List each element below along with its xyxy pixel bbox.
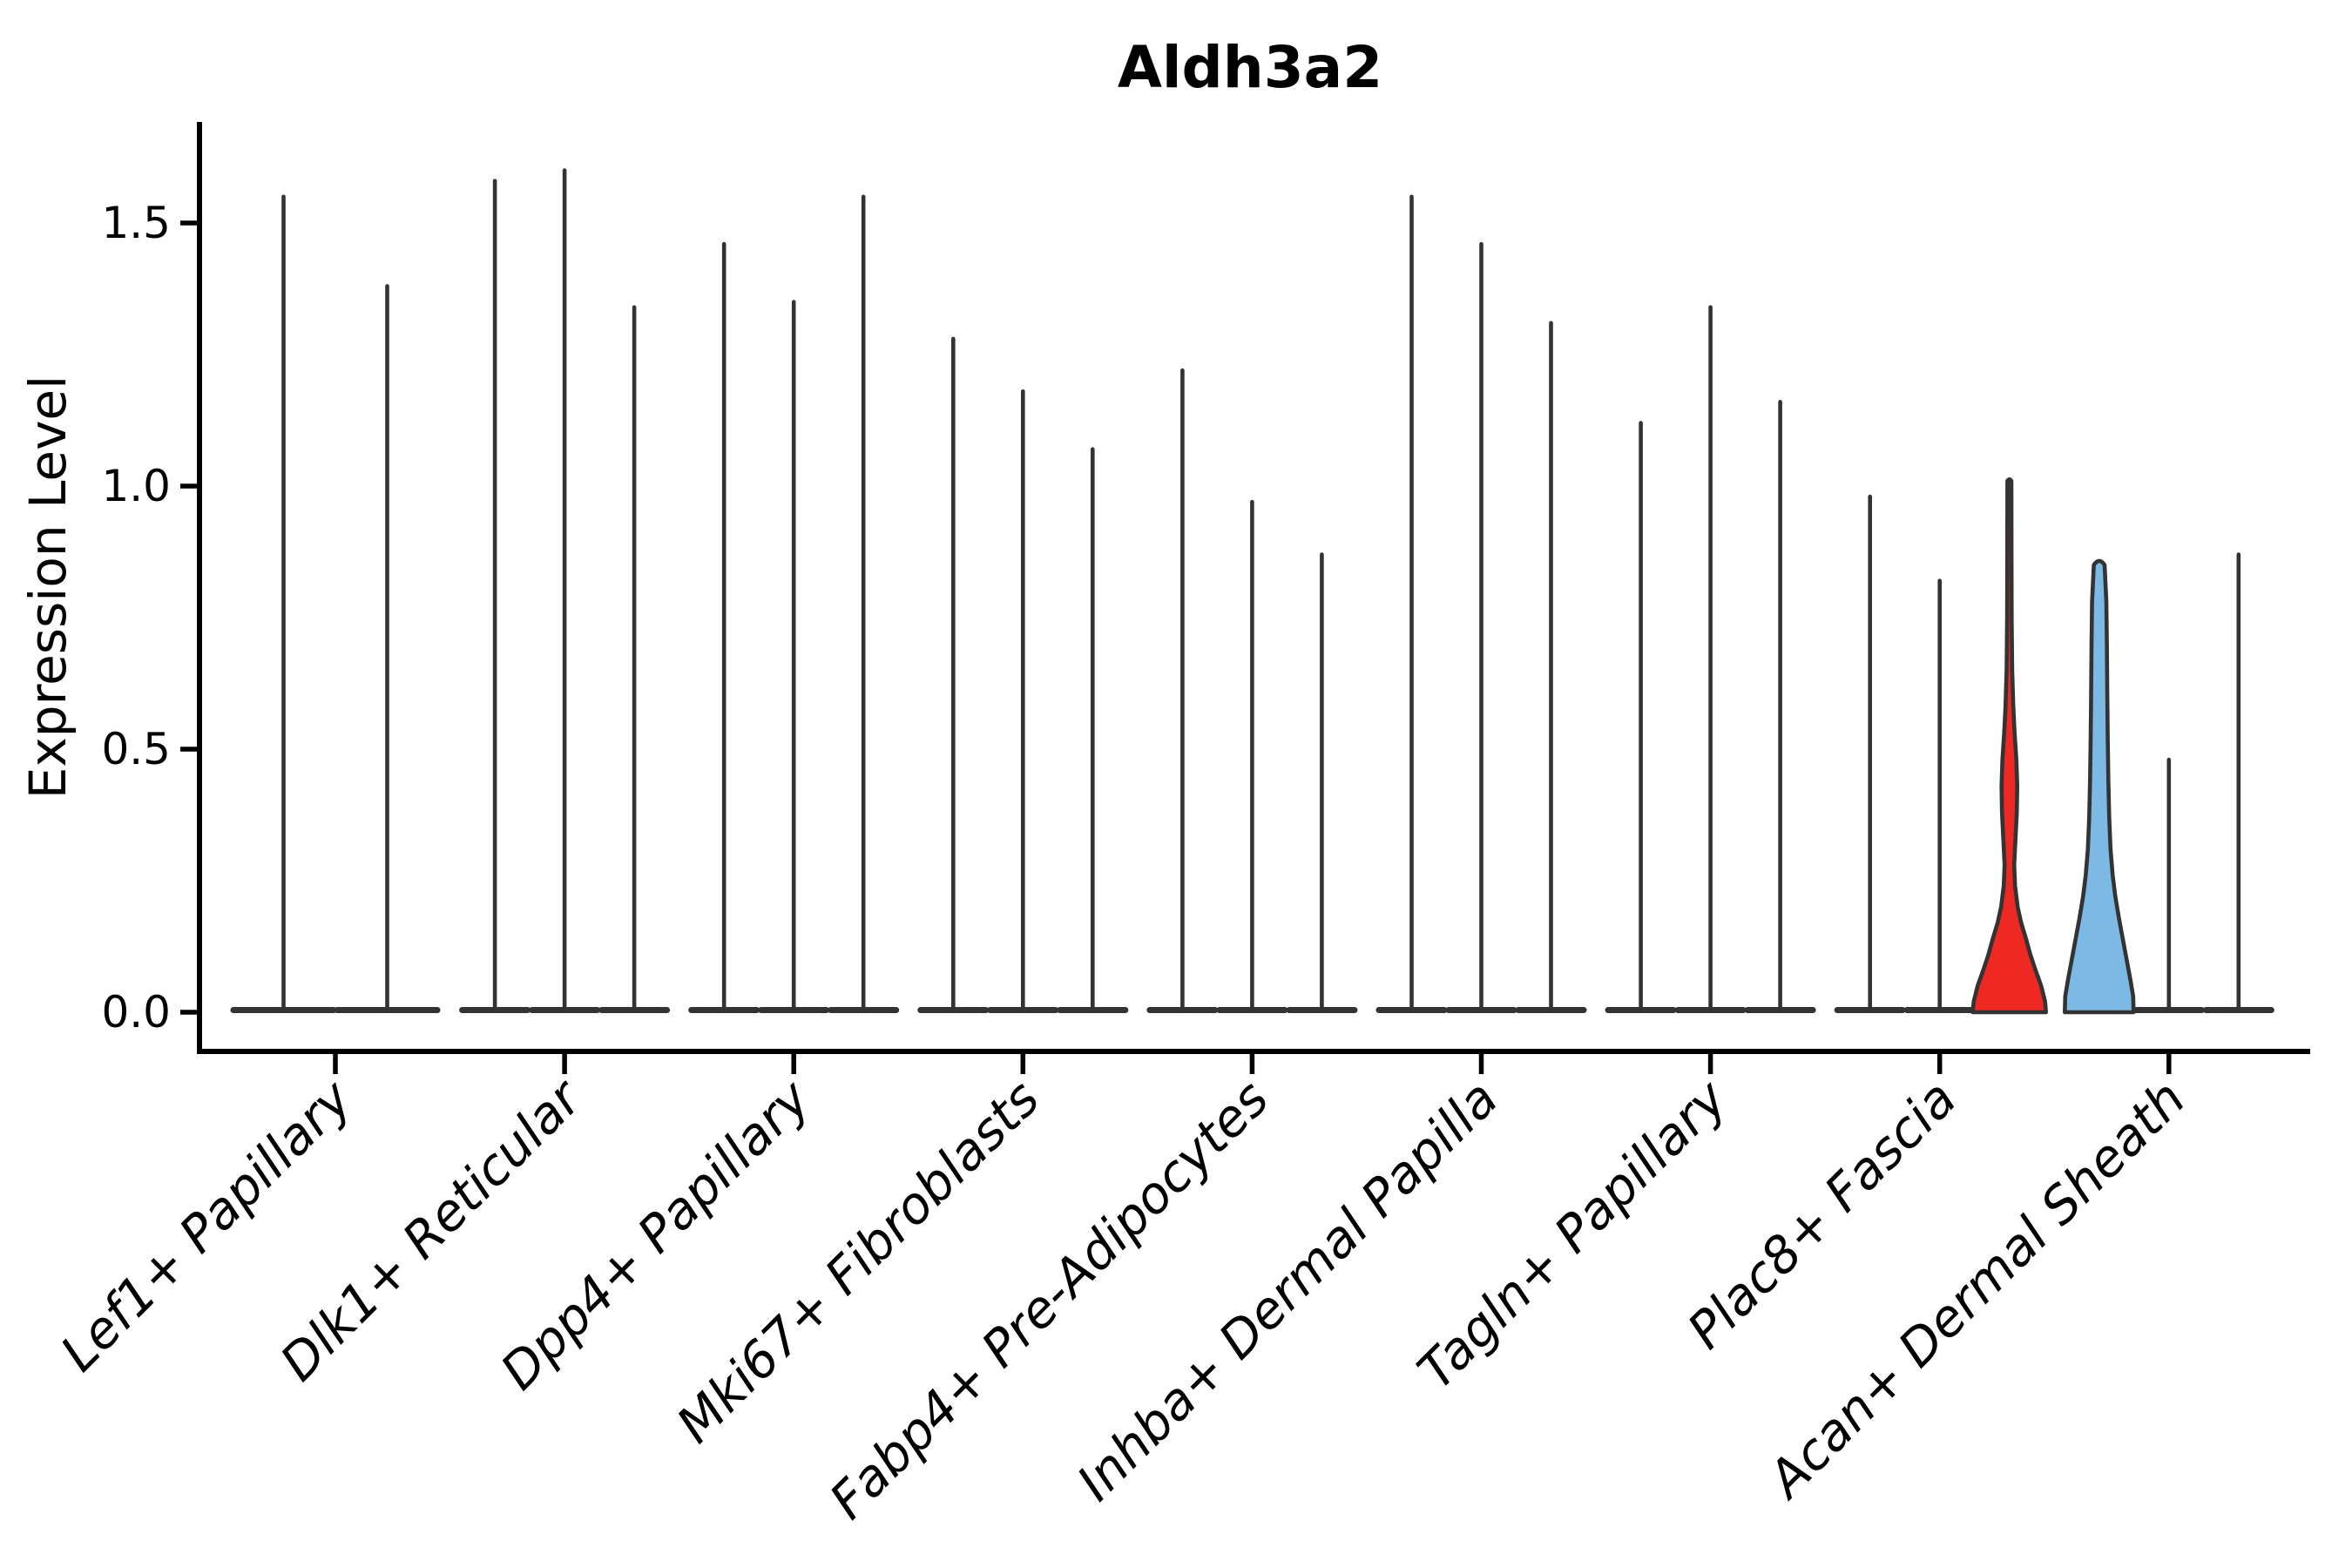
violin-zero-body: [2202, 1007, 2274, 1013]
chart-title: Aldh3a2: [1118, 34, 1382, 101]
y-tick-label: 0.0: [101, 987, 171, 1037]
x-tick-label: Fabp4+ Pre-Adipocytes: [818, 1069, 1280, 1531]
violin-zero-body: [1216, 1007, 1288, 1013]
violin-zero-body: [1605, 1007, 1677, 1013]
x-tick-label: Inhba+ Dermal Papilla: [1065, 1069, 1509, 1512]
violin-zero-body: [334, 1007, 441, 1013]
violin-zero-body: [1146, 1007, 1219, 1013]
violin-zero-body: [1057, 1007, 1129, 1013]
violin-zero-body: [1744, 1007, 1816, 1013]
violin-zero-body: [1375, 1007, 1448, 1013]
y-tick-label: 1.0: [101, 461, 171, 511]
violin-zero-body: [758, 1007, 830, 1013]
violin-zero-body: [598, 1007, 671, 1013]
violin-zero-body: [1445, 1007, 1517, 1013]
x-tick-label: Acan+ Dermal Sheath: [1754, 1069, 2197, 1511]
violin-zero-body: [529, 1007, 601, 1013]
violin-body: [2063, 558, 2136, 1015]
violin-body: [1970, 476, 2048, 1015]
y-tick-label: 0.5: [101, 724, 171, 774]
violin-zero-body: [1903, 1007, 1976, 1013]
y-tick-label: 1.5: [101, 198, 171, 248]
violin-zero-body: [459, 1007, 531, 1013]
violin-zero-body: [1674, 1007, 1747, 1013]
y-axis-label: Expression Level: [18, 375, 78, 799]
violin-zero-body: [1515, 1007, 1587, 1013]
violin-zero-body: [1834, 1007, 1906, 1013]
violin-zero-body: [987, 1007, 1059, 1013]
violin-zero-body: [230, 1007, 337, 1013]
violin-zero-body: [1286, 1007, 1358, 1013]
violin-zero-body: [828, 1007, 900, 1013]
violin-zero-body: [2132, 1007, 2205, 1013]
violin-zero-body: [688, 1007, 760, 1013]
violin-zero-body: [917, 1007, 990, 1013]
